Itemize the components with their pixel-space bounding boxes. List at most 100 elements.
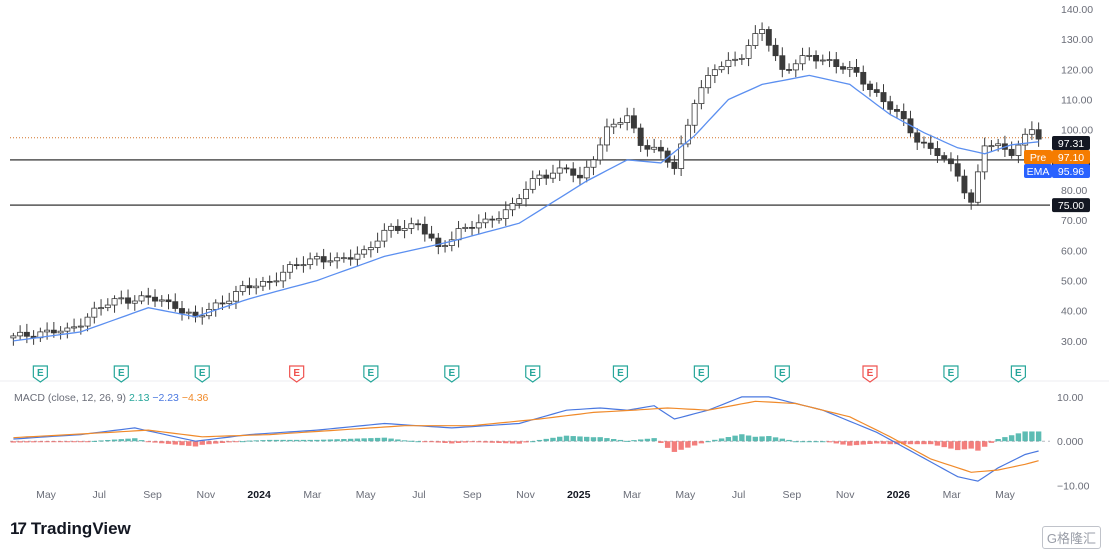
macd-hist-bar: [651, 438, 657, 442]
candle-body: [421, 223, 428, 235]
candle-body: [550, 172, 556, 179]
candle-body: [1015, 144, 1022, 156]
macd-hist-bar: [219, 441, 226, 443]
macd-hist-bar: [570, 436, 576, 442]
macd-hist-bar: [98, 440, 104, 442]
candle-body: [152, 296, 158, 302]
macd-hist-bar: [105, 439, 111, 442]
candle-body: [590, 159, 597, 168]
candle-body: [536, 174, 543, 179]
macd-hist-bar: [374, 437, 381, 442]
price-axis-tick: 140.00: [1061, 4, 1093, 16]
macd-hist-bar: [509, 441, 516, 444]
candle-body: [995, 143, 1002, 147]
candle-body: [900, 111, 907, 120]
earnings-marker-icon: [363, 365, 379, 383]
candle-body: [502, 209, 509, 219]
macd-hist-bar: [948, 441, 954, 449]
candle-body: [415, 223, 422, 226]
macd-hist-bar: [894, 441, 900, 445]
macd-hist-bar: [705, 441, 711, 443]
price-chart[interactable]: 140.00130.00120.00110.00100.0090.0080.00…: [0, 0, 1109, 510]
candle-body: [543, 174, 550, 179]
macd-hist-bar: [584, 436, 590, 442]
candle-body: [340, 257, 347, 260]
candle-body: [765, 29, 772, 46]
price-tag-box: [1052, 150, 1090, 164]
macd-hist-value: 2.13: [129, 392, 152, 404]
macd-hist-bar: [563, 435, 570, 442]
macd-hist-bar: [449, 441, 455, 444]
candle-body: [408, 223, 415, 229]
candle-body: [388, 225, 395, 231]
candle-body: [259, 281, 266, 287]
macd-hist-bar: [853, 441, 860, 446]
candle-body: [671, 161, 678, 169]
candle-body: [954, 163, 961, 177]
candle-body: [853, 67, 860, 73]
candle-body: [232, 291, 239, 302]
candle-body: [644, 145, 651, 150]
macd-hist-bar: [422, 441, 428, 443]
macd-hist-bar: [954, 441, 961, 451]
macd-hist-bar: [557, 436, 563, 442]
candle-body: [320, 256, 327, 263]
macd-hist-bar: [334, 439, 340, 442]
macd-hist-bar: [887, 441, 893, 445]
macd-hist-bar: [691, 441, 698, 446]
price-axis-tick: 120.00: [1061, 64, 1093, 76]
macd-hist-bar: [233, 441, 239, 443]
candle-body: [71, 326, 78, 329]
macd-hist-bar: [759, 436, 765, 442]
tradingview-brand[interactable]: 17 TradingView: [10, 519, 131, 539]
macd-hist-bar: [874, 441, 880, 444]
macd-hist-bar: [287, 439, 293, 442]
macd-hist-bar: [266, 439, 273, 442]
watermark: G格隆汇: [1041, 526, 1101, 549]
candle-body: [691, 103, 698, 126]
macd-hist-bar: [685, 441, 691, 448]
macd-hist-bar: [772, 437, 779, 442]
candle-body: [1008, 148, 1015, 156]
earnings-marker-icon: [943, 365, 959, 383]
candle-body: [10, 335, 17, 339]
x-axis-label: 2026: [887, 489, 911, 501]
candle-body: [556, 167, 563, 174]
price-axis-tick: 130.00: [1061, 34, 1093, 46]
macd-hist-bar: [152, 441, 158, 443]
x-axis-label: 2025: [567, 489, 591, 501]
candle-body: [131, 300, 138, 304]
candle-body: [718, 66, 725, 71]
candle-body: [172, 301, 179, 309]
x-axis-label: Mar: [623, 489, 642, 501]
macd-hist-bar: [644, 438, 651, 442]
macd-hist-bar: [206, 441, 212, 445]
x-axis-label: Sep: [143, 489, 162, 501]
macd-hist-bar: [91, 440, 98, 442]
x-axis-label: Nov: [196, 489, 215, 501]
price-tag-box: [1052, 136, 1090, 150]
candle-body: [462, 226, 469, 229]
macd-hist-bar: [347, 438, 354, 442]
price-axis-tick: 80.00: [1061, 185, 1087, 197]
x-axis-label: May: [675, 489, 696, 501]
x-axis-label: Mar: [943, 489, 962, 501]
candle-body: [165, 299, 172, 303]
candle-body: [118, 297, 125, 300]
candle-body: [867, 83, 873, 90]
macd-hist-bar: [914, 441, 920, 445]
candle-body: [158, 299, 165, 302]
candle-body: [772, 44, 779, 57]
price-axis-tick: 30.00: [1061, 336, 1087, 348]
candle-body: [428, 233, 435, 239]
macd-hist-bar: [415, 441, 421, 443]
candle-body: [266, 281, 273, 283]
macd-hist-bar: [64, 441, 71, 443]
candle-body: [179, 308, 185, 314]
earnings-marker-label: E: [448, 368, 455, 379]
macd-hist-bar: [975, 441, 981, 451]
earnings-marker-label: E: [529, 368, 536, 379]
candle-body: [509, 203, 516, 211]
macd-hist-bar: [941, 441, 947, 448]
macd-hist-bar: [51, 441, 57, 443]
